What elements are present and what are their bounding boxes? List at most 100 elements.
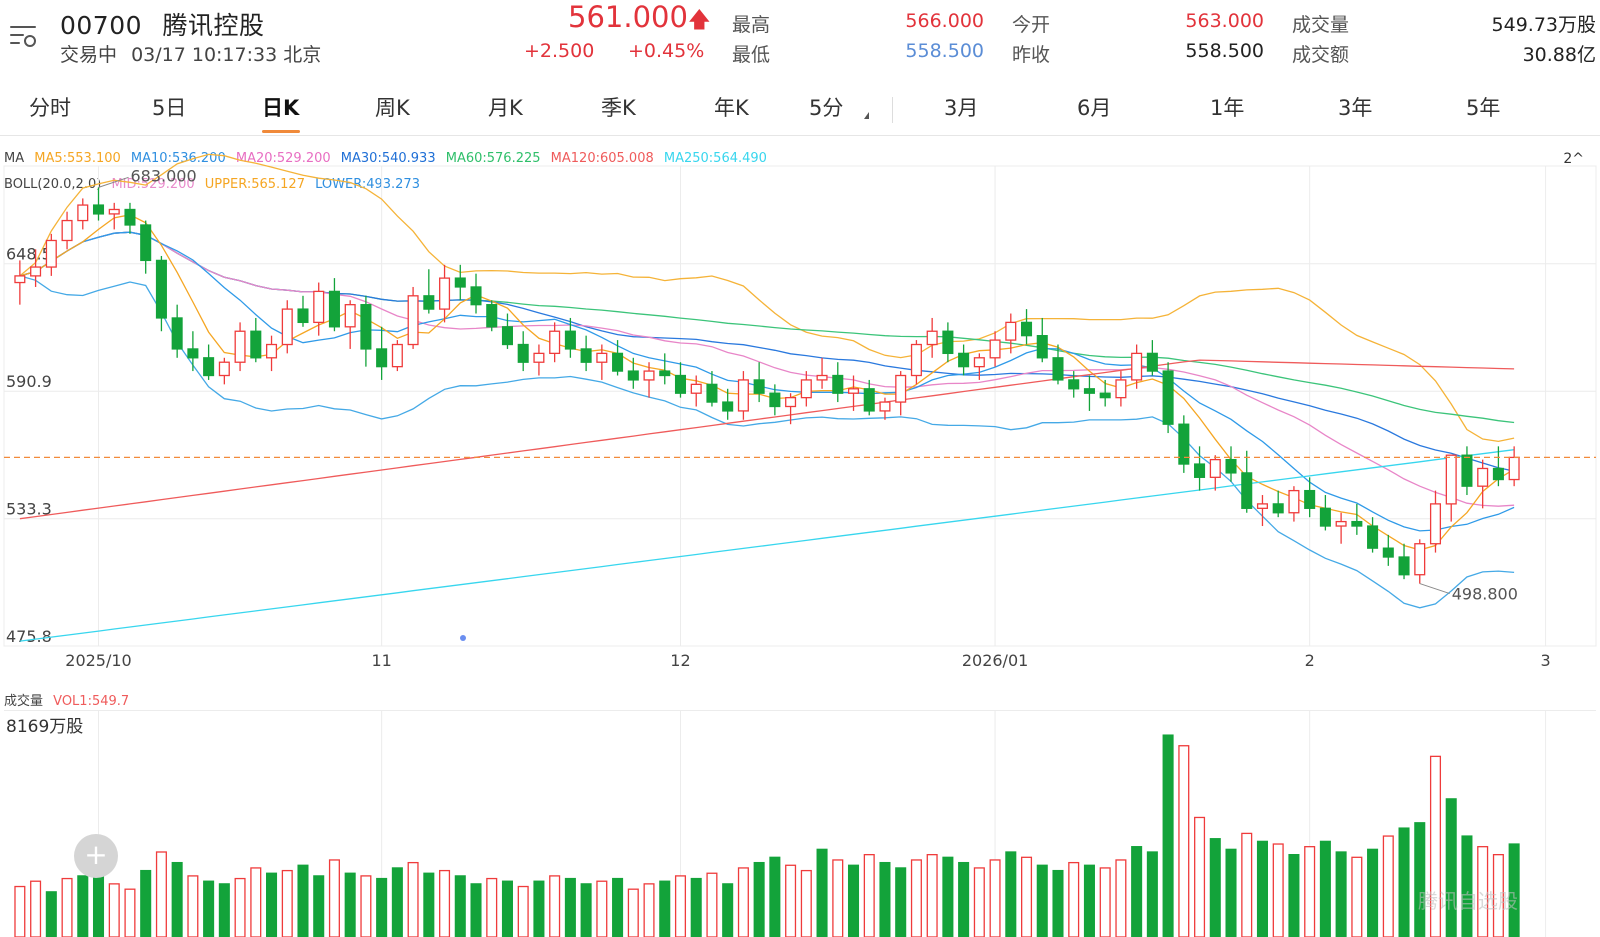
candle-body [706,383,718,403]
volume-bar [1335,851,1347,937]
volume-bar [1225,848,1237,937]
volume-bar [1477,846,1489,937]
volume-bar [722,883,734,937]
volume-bar [1382,835,1394,937]
candle-body [958,352,970,368]
volume-bar [1036,864,1048,937]
indicator-lines [19,153,1515,642]
ma250-legend: MA250:564.490 [663,151,767,166]
ma60-legend: MA60:576.225 [445,151,541,166]
candle-body [580,348,592,363]
volume-bar [45,891,57,937]
volume-bar [1367,848,1379,937]
turnover-label: 成交额 [1292,44,1350,66]
candle-body [45,239,57,268]
candle-body [313,290,325,324]
volume-bar [30,880,42,937]
volume-bar [203,880,215,937]
candle-body [533,352,545,363]
price-change: +2.500 [524,40,595,62]
watermark-logo: 腾讯自选股 [1418,889,1518,913]
volume-bar [769,856,781,937]
volume-bar [1256,840,1268,937]
high-annotation-line [98,176,129,188]
tab-weekly-k[interactable]: 周K [375,96,410,120]
collapse-toggle[interactable]: 2^ [1563,151,1584,167]
volume-bar [360,875,372,937]
candle-body [973,357,985,368]
prev-close-value: 558.500 [1185,40,1264,62]
y-tick-label: 533.3 [6,500,52,519]
candle-body [108,208,120,215]
tab-5year[interactable]: 5年 [1466,96,1501,120]
volume-bar [533,880,545,937]
volume-bar [1115,859,1127,937]
price-change-pct: +0.45% [628,40,705,62]
volume-bar [187,875,199,937]
low-annotation-line [1419,583,1450,595]
volume-legend-label: 成交量 [4,694,44,709]
tab-daily-k[interactable]: 日K [262,96,300,120]
volume-bar [612,877,624,937]
candle-body [1083,388,1095,394]
candle-body [910,343,922,377]
candle-body [1036,335,1048,359]
candle-body [171,317,183,350]
volume-bar [1209,838,1221,937]
candle-body [140,224,152,262]
candle-body [1146,352,1158,372]
tab-3year[interactable]: 3年 [1338,96,1373,120]
volume-bar [549,875,561,937]
candle-body [266,343,278,359]
boll-upper-legend: UPPER:565.127 [204,177,305,192]
x-tick-label: 12 [670,651,690,670]
volume-bar [800,869,812,937]
tab-6month[interactable]: 6月 [1077,96,1112,120]
x-tick-label: 2025/10 [65,651,131,670]
timestamp: 03/17 10:17:33 北京 [131,44,322,66]
volume-bar [1083,864,1095,937]
volume-bar [517,885,529,937]
volume-bar [832,859,844,937]
x-tick-label: 2 [1305,651,1315,670]
annotations: 683.000 498.800 [4,166,1596,641]
volume-legend: 成交量 VOL1:549.7 [4,690,135,709]
volume-bar [1194,816,1206,937]
candle-body [360,304,372,350]
candle-body [61,219,73,242]
volume-bar [879,861,891,937]
tab-3month[interactable]: 3月 [944,96,979,120]
add-indicator-button[interactable]: + [74,834,118,878]
volume-bar [643,883,655,937]
turnover-value: 30.88亿 [1522,44,1596,66]
ma5-legend: MA5:553.100 [34,151,121,166]
tab-monthly-k[interactable]: 月K [488,96,523,120]
menu-icon[interactable] [10,22,38,52]
open-label: 今开 [1012,14,1051,36]
candle-body [250,330,262,359]
tab-yearly-k[interactable]: 年K [714,96,749,120]
tab-intraday[interactable]: 分时 [29,96,71,120]
tab-1year[interactable]: 1年 [1210,96,1245,120]
volume-bar [1146,851,1158,937]
candles-group [14,187,1520,584]
candle-body [1461,454,1473,487]
candle-body [124,208,136,226]
candle-body [1099,392,1111,399]
y-tick-label: 475.8 [6,627,52,646]
tabs-divider [0,135,1600,136]
candle-body [344,304,356,328]
volume-bars [14,734,1520,937]
dropdown-triangle-icon[interactable] [864,112,869,119]
candle-body [328,290,340,328]
y-tick-label: 648.5 [6,245,52,264]
volume-bar [344,872,356,937]
volume-bar [14,885,26,937]
candlestick-chart[interactable]: 648.5 590.9 533.3 475.8 2025/10 11 12 2026/01 2 3… [0,136,1600,676]
stock-name: 腾讯控股 [162,11,265,40]
tab-5min[interactable]: 5分 [809,96,844,120]
tab-quarterly-k[interactable]: 季K [601,96,636,120]
volume-chart[interactable]: 8169万股 [0,710,1600,937]
tab-5day[interactable]: 5日 [152,96,187,120]
candle-body [1272,503,1284,514]
